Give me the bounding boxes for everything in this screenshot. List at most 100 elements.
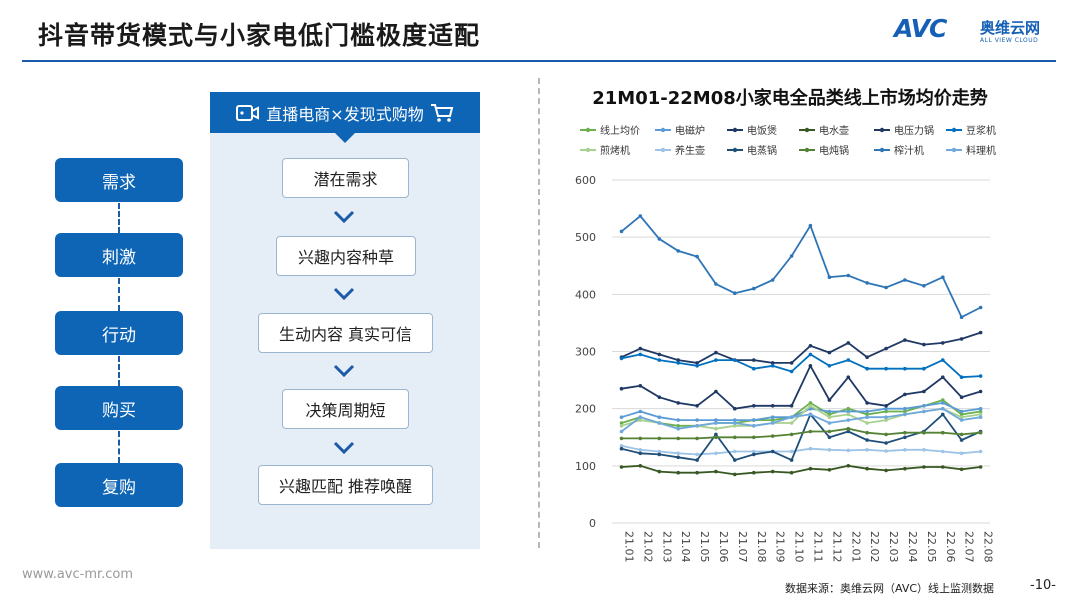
x-tick-label: 21.04 [679, 531, 692, 563]
legend-label: 线上均价 [600, 124, 640, 137]
data-point [657, 358, 662, 362]
data-point [959, 375, 964, 380]
data-point [695, 364, 699, 368]
step-content-seeding: 兴趣内容种草 [276, 236, 416, 276]
data-point [884, 409, 888, 414]
data-point [619, 424, 624, 428]
data-point [827, 415, 832, 420]
data-point [619, 429, 624, 434]
x-tick-label: 21.07 [736, 531, 749, 563]
legend-marker [879, 147, 885, 153]
data-point [714, 389, 718, 394]
series-line [621, 464, 981, 476]
data-point [827, 435, 832, 440]
series-line [620, 214, 982, 319]
data-point [903, 278, 907, 282]
x-tick-label: 21.11 [811, 531, 824, 563]
data-point [846, 429, 851, 434]
data-point [808, 401, 813, 405]
header-divider [22, 60, 1056, 62]
data-point [922, 342, 926, 347]
legend-label: 电蒸锅 [747, 144, 777, 157]
data-point [827, 429, 832, 434]
series-line [621, 331, 981, 364]
data-point [638, 415, 643, 420]
data-point [657, 237, 662, 241]
data-point [752, 452, 756, 457]
data-point [752, 424, 756, 428]
data-point [978, 412, 983, 417]
data-point [884, 404, 888, 408]
stage-connector [118, 278, 120, 311]
stage-connector [118, 356, 120, 386]
data-point [657, 395, 662, 400]
data-point [865, 466, 869, 471]
data-point [714, 435, 718, 440]
data-point [941, 406, 945, 411]
avc-logo: AVC 奥维云网 ALL VIEW CLOUD [894, 14, 1064, 50]
stage-repurchase: 复购 [55, 463, 183, 507]
data-point [959, 418, 964, 422]
data-point [789, 421, 794, 425]
x-tick-label: 21.08 [755, 531, 768, 563]
shopping-cart-icon [430, 103, 453, 122]
x-tick-label: 22.06 [944, 531, 957, 563]
data-point [884, 432, 888, 437]
legend-marker [879, 127, 885, 133]
data-point [865, 438, 869, 442]
data-point [959, 438, 964, 442]
data-point [695, 404, 699, 408]
data-point [808, 364, 813, 368]
page-number: -10- [1030, 578, 1056, 593]
data-point [978, 389, 983, 394]
data-point [638, 346, 643, 351]
data-point [752, 404, 756, 408]
legend-label: 料理机 [966, 144, 996, 157]
data-point [619, 415, 624, 420]
data-point [695, 254, 699, 259]
data-point [676, 361, 680, 365]
data-point [941, 375, 945, 380]
panel-header: 直播电商×发现式购物 [210, 92, 480, 133]
data-point [846, 375, 851, 380]
x-tick-label: 21.06 [717, 531, 730, 563]
legend-label: 电水壶 [819, 124, 849, 137]
data-point [657, 352, 662, 357]
data-point [695, 458, 699, 462]
data-point [959, 337, 964, 341]
data-point [714, 469, 718, 474]
data-point [676, 424, 680, 428]
data-point [922, 430, 926, 435]
data-point [922, 404, 926, 408]
data-point [695, 418, 699, 422]
data-point [638, 384, 643, 388]
data-point [619, 436, 624, 441]
chart-title: 21M01-22M08小家电全品类线上市场均价走势 [592, 88, 988, 109]
data-point [733, 424, 737, 428]
legend-marker [660, 127, 666, 133]
data-point [978, 305, 983, 310]
data-point [941, 341, 945, 345]
data-point [941, 449, 945, 454]
data-point [808, 223, 813, 228]
data-point [903, 435, 907, 440]
x-tick-label: 22.04 [906, 531, 919, 563]
data-point [827, 364, 832, 368]
data-point [619, 421, 624, 425]
data-point [770, 278, 775, 282]
data-point [865, 355, 869, 359]
data-point [657, 469, 662, 474]
x-tick-label: 22.03 [887, 531, 900, 563]
legend-label: 电炖锅 [819, 144, 849, 157]
data-point [903, 466, 907, 471]
x-tick-label: 22.05 [925, 531, 938, 563]
data-point [619, 446, 624, 451]
data-point [827, 398, 832, 402]
x-tick-label: 21.03 [660, 531, 673, 563]
x-tick-label: 22.07 [963, 531, 976, 563]
data-point [884, 441, 888, 445]
data-point [695, 470, 699, 475]
series-line [621, 444, 981, 456]
data-point [789, 432, 794, 437]
